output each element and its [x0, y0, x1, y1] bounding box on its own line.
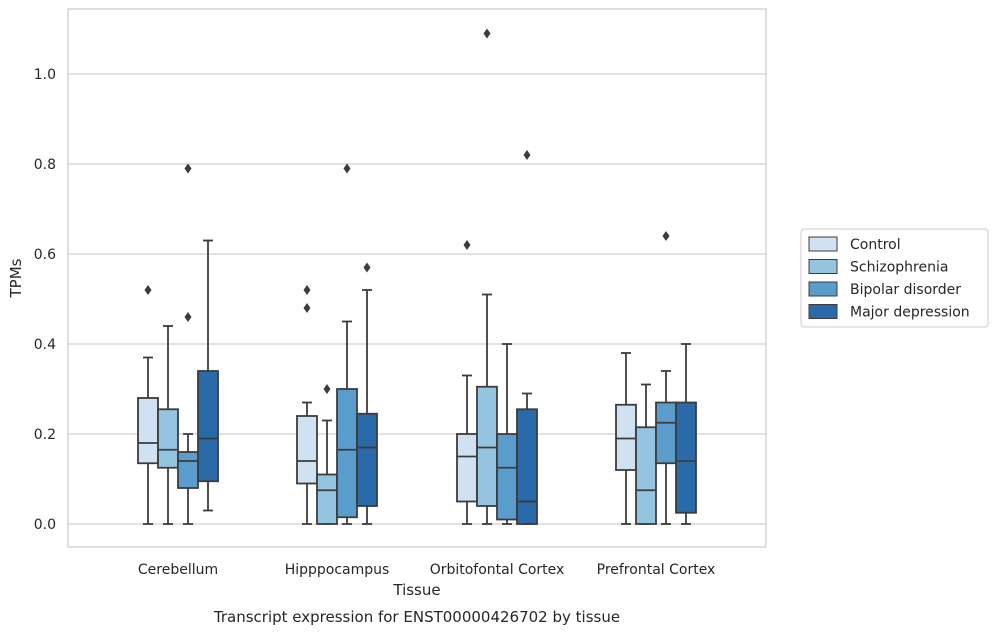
outlier-point — [303, 285, 311, 295]
box-body — [157, 408, 179, 469]
y-tick-labels: 0.0 0.2 0.4 0.6 0.8 1.0 — [34, 67, 56, 533]
box-schizophrenia — [157, 325, 179, 525]
legend-swatch — [808, 236, 838, 252]
box-body — [456, 433, 478, 503]
x-tick-label: Prefrontal Cortex — [597, 562, 716, 578]
outlier-point — [662, 231, 670, 241]
box-control — [456, 240, 478, 525]
x-tick-label: Orbitofontal Cortex — [430, 562, 565, 578]
outlier-point — [323, 384, 331, 394]
box-control — [615, 352, 637, 525]
y-axis-label: TPMs — [7, 258, 25, 298]
x-tick-labels: Cerebellum Hipppocampus Orbitofontal Corte… — [138, 562, 715, 578]
box-major-depression — [675, 343, 697, 525]
outlier-point — [184, 312, 192, 322]
box-bipolar-disorder — [496, 343, 518, 525]
y-tick-label: 0.8 — [34, 157, 56, 173]
box-bipolar-disorder — [655, 231, 677, 525]
outlier-point — [343, 163, 351, 174]
box-body — [655, 401, 677, 465]
outlier-point — [184, 163, 192, 174]
box-major-depression — [356, 262, 378, 525]
x-tick-label: Hipppocampus — [285, 562, 390, 578]
box-bipolar-disorder — [336, 163, 358, 525]
x-axis-label: Tissue — [392, 581, 440, 599]
box-control — [296, 285, 318, 525]
box-body — [197, 370, 219, 483]
legend-swatch — [808, 281, 838, 297]
box-bipolar-disorder — [177, 163, 199, 525]
legend-swatch — [808, 259, 838, 274]
plot-frame — [67, 8, 767, 548]
box-body — [356, 412, 378, 507]
box-body — [177, 451, 199, 489]
box-body — [316, 473, 338, 525]
x-tick-label: Cerebellum — [138, 562, 218, 578]
legend-label: Control — [850, 237, 901, 253]
box-body — [496, 433, 518, 521]
box-schizophrenia — [316, 384, 338, 525]
box-body — [516, 408, 538, 525]
box-schizophrenia — [476, 28, 498, 525]
box-body — [615, 403, 637, 471]
legend-label: Bipolar disorder — [850, 282, 961, 298]
y-tick-label: 0.4 — [34, 337, 56, 353]
y-tick-label: 0.0 — [34, 517, 56, 533]
legend-frame — [800, 228, 989, 328]
outlier-point — [463, 240, 471, 250]
box-body — [476, 385, 498, 507]
box-body — [675, 401, 697, 514]
outlier-point — [303, 303, 311, 313]
legend-label: Schizophrenia — [850, 260, 948, 276]
outlier-point — [523, 150, 531, 160]
box-control — [137, 285, 159, 525]
outlier-point — [363, 262, 371, 273]
box-body — [635, 426, 657, 525]
y-tick-label: 1.0 — [34, 67, 56, 83]
box-body — [296, 415, 318, 485]
y-tick-label: 0.2 — [34, 427, 56, 443]
box-layer — [137, 28, 697, 525]
chart-caption: Transcript expression for ENST0000042670… — [213, 608, 620, 626]
box-schizophrenia — [635, 383, 657, 525]
legend-swatch — [808, 304, 838, 319]
outlier-point — [483, 28, 491, 39]
box-body — [336, 388, 358, 519]
box-body — [137, 397, 159, 465]
legend: Control Schizophrenia Bipolar disorder Majo… — [800, 228, 989, 328]
box-major-depression — [516, 150, 538, 525]
y-tick-label: 0.6 — [34, 247, 56, 263]
box-major-depression — [197, 239, 219, 512]
legend-label: Major depression — [850, 305, 970, 321]
outlier-point — [144, 285, 152, 295]
